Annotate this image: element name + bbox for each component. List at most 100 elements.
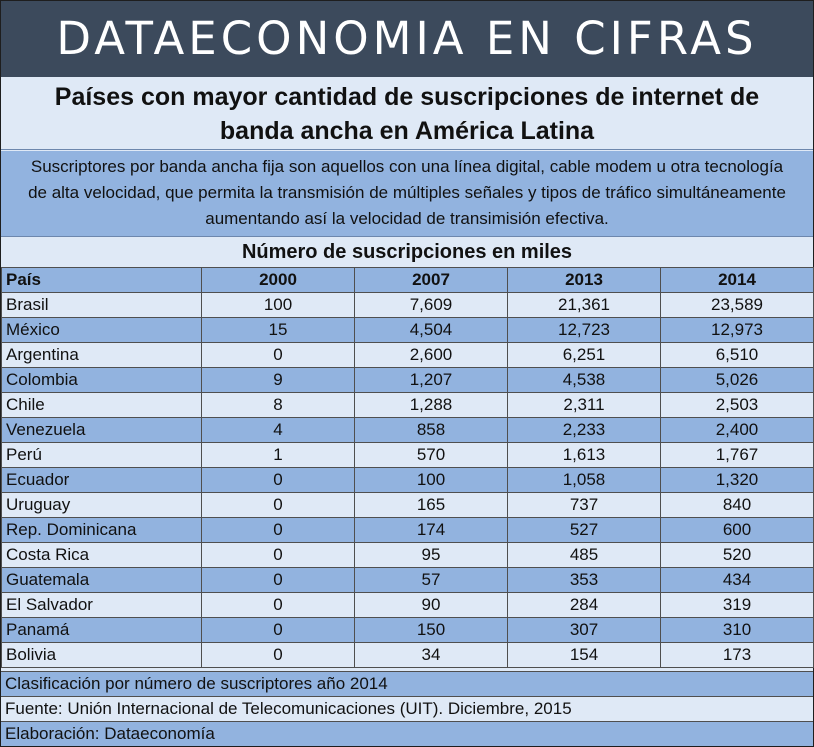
table-row: Uruguay 0 165 737 840 — [1, 492, 814, 518]
value-cell: 0 — [201, 617, 355, 643]
country-cell: Costa Rica — [1, 542, 202, 568]
description: Suscriptores por banda ancha fija son aq… — [1, 151, 813, 237]
table-subheading: Número de suscripciones en miles — [1, 237, 813, 267]
table-row: Venezuela 4 858 2,233 2,400 — [1, 417, 814, 443]
table-row: México 15 4,504 12,723 12,973 — [1, 317, 814, 343]
country-cell: Colombia — [1, 367, 202, 393]
value-cell: 0 — [201, 517, 355, 543]
value-cell: 2,503 — [660, 392, 814, 418]
table-row: Chile 8 1,288 2,311 2,503 — [1, 392, 814, 418]
value-cell: 570 — [354, 442, 508, 468]
page-title: Países con mayor cantidad de suscripcion… — [1, 77, 813, 150]
value-cell: 0 — [201, 567, 355, 593]
value-cell: 434 — [660, 567, 814, 593]
value-cell: 527 — [507, 517, 661, 543]
country-cell: Argentina — [1, 342, 202, 368]
table-row: Ecuador 0 100 1,058 1,320 — [1, 467, 814, 493]
value-cell: 6,251 — [507, 342, 661, 368]
value-cell: 485 — [507, 542, 661, 568]
value-cell: 0 — [201, 642, 355, 668]
value-cell: 840 — [660, 492, 814, 518]
table-row: Brasil 100 7,609 21,361 23,589 — [1, 292, 814, 318]
value-cell: 5,026 — [660, 367, 814, 393]
value-cell: 9 — [201, 367, 355, 393]
value-cell: 165 — [354, 492, 508, 518]
value-cell: 174 — [354, 517, 508, 543]
data-table: País 2000 2007 2013 2014 Brasil 100 7,609 2… — [1, 267, 814, 668]
value-cell: 23,589 — [660, 292, 814, 318]
value-cell: 307 — [507, 617, 661, 643]
title-line-2: banda ancha en América Latina — [219, 117, 595, 145]
value-cell: 4,504 — [354, 317, 508, 343]
value-cell: 310 — [660, 617, 814, 643]
value-cell: 154 — [507, 642, 661, 668]
table-row: Argentina 0 2,600 6,251 6,510 — [1, 342, 814, 368]
value-cell: 57 — [354, 567, 508, 593]
value-cell: 2,400 — [660, 417, 814, 443]
value-cell: 1,058 — [507, 467, 661, 493]
value-cell: 858 — [354, 417, 508, 443]
classification-note: Clasificación por número de suscriptores… — [1, 671, 813, 696]
table-row: Costa Rica 0 95 485 520 — [1, 542, 814, 568]
value-cell: 1,613 — [507, 442, 661, 468]
value-cell: 2,600 — [354, 342, 508, 368]
banner-title: DATAECONOMIA EN CIFRAS — [1, 1, 813, 77]
value-cell: 0 — [201, 542, 355, 568]
value-cell: 1,320 — [660, 467, 814, 493]
table-row: Perú 1 570 1,613 1,767 — [1, 442, 814, 468]
table-row: Colombia 9 1,207 4,538 5,026 — [1, 367, 814, 393]
country-cell: México — [1, 317, 202, 343]
table-header-row: País 2000 2007 2013 2014 — [1, 267, 814, 293]
table-row: Panamá 0 150 307 310 — [1, 617, 814, 643]
country-cell: Venezuela — [1, 417, 202, 443]
column-header: 2014 — [660, 267, 814, 293]
country-cell: El Salvador — [1, 592, 202, 618]
country-cell: Brasil — [1, 292, 202, 318]
title-line-1: Países con mayor cantidad de suscripcion… — [54, 83, 760, 111]
value-cell: 2,311 — [507, 392, 661, 418]
value-cell: 12,723 — [507, 317, 661, 343]
value-cell: 6,510 — [660, 342, 814, 368]
value-cell: 600 — [660, 517, 814, 543]
value-cell: 0 — [201, 342, 355, 368]
column-header: 2013 — [507, 267, 661, 293]
value-cell: 90 — [354, 592, 508, 618]
value-cell: 100 — [354, 467, 508, 493]
column-header: 2007 — [354, 267, 508, 293]
value-cell: 0 — [201, 467, 355, 493]
value-cell: 284 — [507, 592, 661, 618]
value-cell: 520 — [660, 542, 814, 568]
source-note: Fuente: Unión Internacional de Telecomun… — [1, 696, 813, 721]
table-row: Rep. Dominicana 0 174 527 600 — [1, 517, 814, 543]
country-cell: Guatemala — [1, 567, 202, 593]
country-cell: Uruguay — [1, 492, 202, 518]
country-cell: Rep. Dominicana — [1, 517, 202, 543]
value-cell: 2,233 — [507, 417, 661, 443]
value-cell: 1,288 — [354, 392, 508, 418]
country-cell: Chile — [1, 392, 202, 418]
value-cell: 353 — [507, 567, 661, 593]
value-cell: 15 — [201, 317, 355, 343]
table-row: El Salvador 0 90 284 319 — [1, 592, 814, 618]
table-row: Guatemala 0 57 353 434 — [1, 567, 814, 593]
value-cell: 173 — [660, 642, 814, 668]
value-cell: 4 — [201, 417, 355, 443]
column-header: País — [1, 267, 202, 293]
column-header: 2000 — [201, 267, 355, 293]
value-cell: 1,207 — [354, 367, 508, 393]
value-cell: 8 — [201, 392, 355, 418]
value-cell: 150 — [354, 617, 508, 643]
value-cell: 95 — [354, 542, 508, 568]
value-cell: 737 — [507, 492, 661, 518]
country-cell: Bolivia — [1, 642, 202, 668]
value-cell: 100 — [201, 292, 355, 318]
value-cell: 0 — [201, 592, 355, 618]
value-cell: 21,361 — [507, 292, 661, 318]
value-cell: 319 — [660, 592, 814, 618]
value-cell: 34 — [354, 642, 508, 668]
value-cell: 4,538 — [507, 367, 661, 393]
value-cell: 7,609 — [354, 292, 508, 318]
value-cell: 1 — [201, 442, 355, 468]
value-cell: 12,973 — [660, 317, 814, 343]
